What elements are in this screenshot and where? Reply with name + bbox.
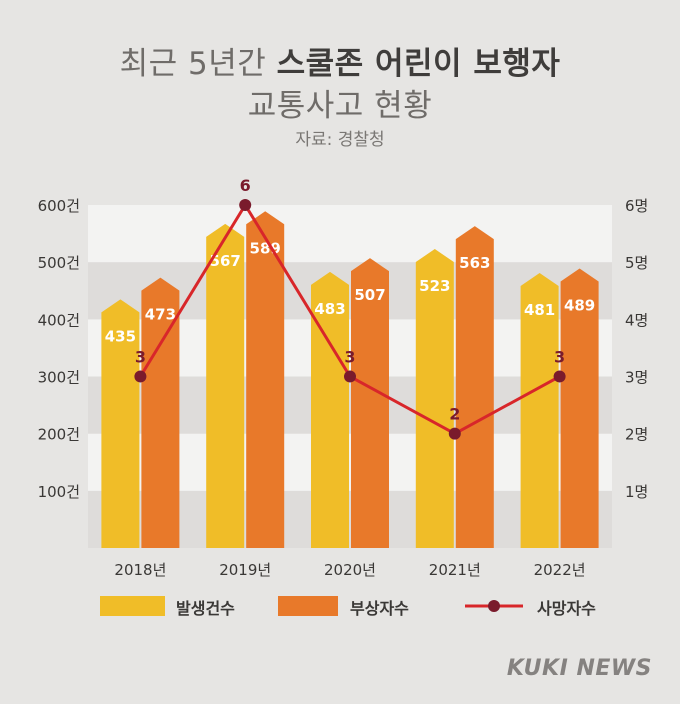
y-right-tick-label: 2명	[625, 426, 648, 444]
y-left-tick-label: 400건	[38, 311, 80, 329]
bar-injuries	[560, 268, 599, 548]
bar-injuries	[141, 277, 180, 548]
deaths-point	[134, 370, 147, 383]
x-tick-label: 2022년	[534, 561, 586, 579]
x-tick-label: 2020년	[324, 561, 376, 579]
bar-occurrences	[101, 299, 140, 548]
y-left-tick-label: 200건	[38, 426, 80, 444]
x-tick-label: 2019년	[219, 561, 271, 579]
y-left-tick-label: 500건	[38, 254, 80, 272]
deaths-point	[239, 199, 252, 211]
bar-occurrences	[311, 271, 349, 548]
deaths-value-label: 3	[554, 348, 565, 367]
bar-value-label: 489	[564, 296, 595, 314]
bar-value-label: 507	[354, 286, 385, 304]
bar-value-label: 435	[105, 327, 136, 345]
deaths-point	[448, 427, 461, 440]
y-right-tick-label: 5명	[625, 254, 648, 272]
deaths-value-label: 6	[240, 176, 251, 195]
y-right-tick-label: 6명	[625, 197, 648, 215]
legend-label: 발생건수	[176, 599, 235, 618]
y-right-tick-label: 4명	[625, 311, 648, 329]
legend-swatch	[278, 596, 338, 616]
y-right-tick-label: 1명	[625, 483, 648, 501]
bar-injuries	[455, 226, 494, 548]
chart-title-line2: 교통사고 현황	[247, 88, 433, 124]
bar-value-label: 523	[419, 277, 450, 295]
bar-value-label: 567	[210, 252, 241, 270]
legend-label: 사망자수	[537, 599, 596, 618]
chart-title-highlight: 스쿨존 어린이 보행자	[276, 46, 561, 82]
grid-band	[88, 205, 612, 263]
bar-occurrences	[415, 249, 454, 549]
y-left-tick-label: 600건	[38, 197, 80, 215]
bar-injuries	[351, 258, 389, 548]
chart-source: 자료: 경찰청	[295, 130, 385, 150]
y-left-tick-label: 100건	[38, 483, 80, 501]
legend-label: 부상자수	[350, 599, 409, 618]
bar-occurrences	[520, 273, 559, 548]
bar-value-label: 473	[145, 306, 176, 324]
deaths-point	[553, 370, 566, 383]
legend-swatch	[100, 596, 165, 616]
brand-logo: KUKI NEWS	[506, 656, 652, 681]
bar-value-label: 483	[314, 300, 345, 318]
deaths-value-label: 3	[344, 348, 355, 367]
x-tick-label: 2018년	[114, 561, 166, 579]
deaths-point	[344, 370, 356, 383]
chart-title-line1: 최근 5년간 스쿨존 어린이 보행자	[119, 46, 561, 82]
bar-injuries	[246, 211, 285, 548]
bar-value-label: 481	[524, 301, 555, 319]
y-left-tick-label: 300건	[38, 369, 80, 387]
bar-occurrences	[206, 223, 245, 549]
deaths-value-label: 2	[449, 405, 460, 424]
legend-line-swatch	[465, 600, 523, 612]
deaths-value-label: 3	[135, 348, 146, 367]
x-tick-label: 2021년	[429, 561, 481, 579]
y-right-tick-label: 3명	[625, 369, 648, 387]
bar-value-label: 563	[459, 254, 490, 272]
